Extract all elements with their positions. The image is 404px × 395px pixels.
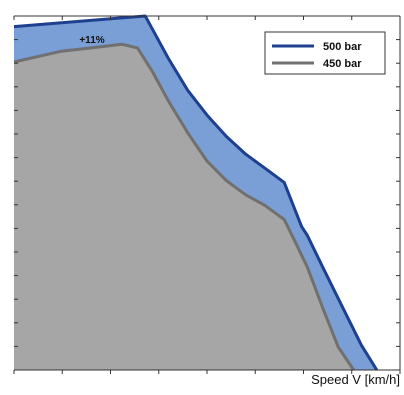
x-axis-label: Speed V [km/h]	[311, 372, 400, 387]
series-1-area	[14, 44, 400, 371]
series-1-line	[13, 42, 355, 371]
legend-box	[264, 31, 386, 75]
axis-ticks	[13, 15, 401, 374]
annotation-label: +11%	[79, 35, 104, 46]
legend-label-0: 500 bar	[323, 41, 362, 53]
annotations: +11%	[79, 35, 104, 46]
series-0-line	[13, 14, 379, 371]
legend: 500 bar 450 bar	[264, 31, 386, 75]
legend-label-1: 450 bar	[323, 58, 362, 70]
chart-areas	[13, 14, 400, 371]
